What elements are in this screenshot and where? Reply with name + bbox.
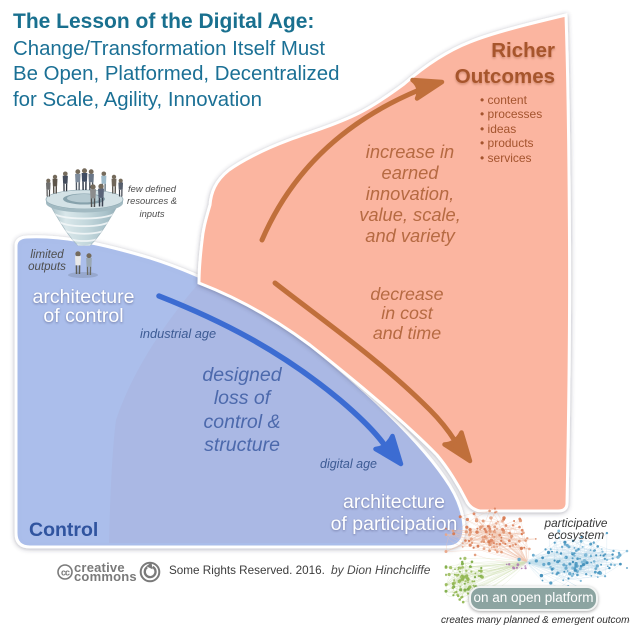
svg-text:cc: cc: [61, 568, 70, 578]
